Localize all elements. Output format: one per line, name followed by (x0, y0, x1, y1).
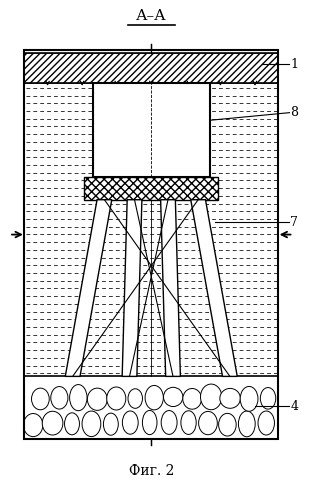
Text: 7: 7 (290, 216, 298, 229)
Ellipse shape (164, 387, 183, 407)
Ellipse shape (145, 385, 163, 410)
Ellipse shape (128, 389, 142, 408)
Ellipse shape (42, 411, 63, 435)
Ellipse shape (70, 385, 87, 411)
Ellipse shape (142, 411, 157, 435)
Polygon shape (93, 83, 210, 177)
Ellipse shape (65, 413, 79, 435)
Ellipse shape (258, 411, 275, 435)
Text: А–А: А–А (136, 9, 167, 23)
Text: Фиг. 2: Фиг. 2 (129, 464, 174, 478)
Polygon shape (191, 200, 237, 376)
Ellipse shape (240, 386, 258, 411)
Ellipse shape (24, 414, 43, 437)
Ellipse shape (51, 387, 68, 409)
Text: 1: 1 (290, 58, 298, 71)
Ellipse shape (239, 411, 255, 437)
Polygon shape (65, 200, 112, 376)
Ellipse shape (183, 389, 202, 409)
Ellipse shape (260, 388, 276, 409)
Polygon shape (24, 53, 279, 83)
Ellipse shape (161, 411, 177, 435)
Ellipse shape (32, 388, 49, 410)
Polygon shape (84, 177, 218, 200)
Text: 4: 4 (290, 400, 298, 413)
Ellipse shape (219, 413, 236, 436)
Ellipse shape (107, 387, 126, 410)
Ellipse shape (201, 384, 222, 410)
Polygon shape (24, 376, 279, 439)
Ellipse shape (122, 411, 138, 434)
Polygon shape (24, 50, 279, 439)
Polygon shape (122, 200, 142, 376)
Text: 8: 8 (290, 106, 298, 119)
Ellipse shape (87, 388, 107, 410)
Ellipse shape (199, 411, 217, 435)
Ellipse shape (103, 413, 118, 435)
Ellipse shape (220, 388, 240, 408)
Polygon shape (161, 200, 180, 376)
Ellipse shape (181, 411, 196, 435)
Ellipse shape (82, 411, 101, 437)
